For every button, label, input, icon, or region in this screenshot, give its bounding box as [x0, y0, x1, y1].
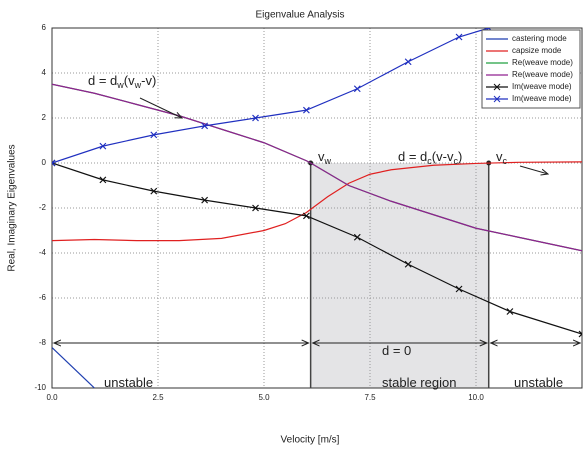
series-line — [52, 83, 582, 252]
marker — [404, 58, 412, 66]
x-tick-label: 2.5 — [152, 393, 164, 402]
annotation-text: stable region — [382, 375, 456, 390]
marker — [150, 131, 158, 139]
annotation-subscript: c — [503, 156, 508, 166]
legend-label: Im(weave mode) — [512, 94, 572, 103]
series-line — [52, 161, 582, 242]
y-tick-label: 4 — [42, 68, 47, 77]
marker — [353, 233, 361, 241]
annotation-subscript: c — [453, 156, 458, 166]
y-tick-label: -10 — [34, 383, 46, 392]
annotation-subscript: c — [427, 156, 432, 166]
annotation-text: (v-v — [432, 149, 454, 164]
annotation-text: -v) — [141, 73, 156, 88]
marker — [353, 85, 361, 93]
pointer — [519, 165, 548, 174]
annotation: d = 0 — [382, 343, 411, 358]
x-tick-label: 7.5 — [364, 393, 376, 402]
legend-marker — [493, 95, 501, 103]
annotation-subscript: w — [134, 80, 142, 90]
annotation: stable region — [382, 375, 456, 390]
legend-marker — [493, 83, 501, 91]
y-tick-label: -8 — [39, 338, 47, 347]
legend-box — [481, 29, 581, 109]
annotation-subscript: w — [116, 80, 124, 90]
pointer — [139, 97, 182, 118]
y-tick-label: 6 — [42, 23, 47, 32]
marker — [506, 308, 514, 315]
series-line — [52, 347, 95, 388]
annotation: unstable — [104, 375, 153, 390]
annotation: vc — [496, 149, 508, 166]
annotation-text: d = 0 — [382, 343, 411, 358]
y-tick-label: 2 — [42, 113, 47, 122]
annotation-text: (v — [124, 73, 135, 88]
y-tick-label: -6 — [39, 293, 47, 302]
chart-title: Eigenvalue Analysis — [256, 10, 345, 21]
marker — [252, 204, 259, 212]
y-tick-label: -2 — [39, 203, 47, 212]
marker — [52, 159, 56, 167]
annotation: d = dc(v-vc) — [398, 149, 462, 166]
legend-label: Re(weave mode) — [512, 70, 573, 79]
annotation-text: ) — [458, 149, 462, 164]
legend-label: capsize mode — [512, 46, 562, 55]
annotation-text: v — [318, 149, 325, 164]
marker — [252, 114, 259, 122]
y-tick-label: -4 — [39, 248, 47, 257]
series-line — [52, 28, 489, 164]
legend-label: Im(weave mode) — [512, 82, 572, 91]
marker — [578, 330, 582, 338]
x-tick-label: 5.0 — [258, 393, 270, 402]
plot-frame — [51, 27, 583, 389]
annotation-text: d = d — [88, 73, 117, 88]
annotation-text: d = d — [398, 149, 427, 164]
annotation: vw — [318, 149, 332, 166]
x-axis-label: Velocity [m/s] — [281, 435, 340, 446]
annotation-subscript: w — [324, 156, 332, 166]
y-axis-label: Real, Imaginary Eigenvalues — [7, 144, 18, 271]
marker — [99, 142, 107, 150]
legend-label: castering mode — [512, 34, 567, 43]
marker — [302, 212, 310, 220]
marker — [150, 187, 158, 195]
marker — [201, 196, 209, 204]
annotation: d = dw(vw-v) — [88, 73, 156, 90]
marker — [302, 106, 310, 114]
annotation: unstable — [514, 375, 563, 390]
marker — [404, 260, 412, 268]
marker — [455, 285, 463, 293]
legend-label: Re(weave mode) — [512, 58, 573, 67]
x-tick-label: 0.0 — [46, 393, 58, 402]
marker — [99, 176, 107, 184]
annotation-text: unstable — [514, 375, 563, 390]
y-tick-label: 0 — [42, 158, 47, 167]
marker — [455, 33, 463, 41]
annotation-text: unstable — [104, 375, 153, 390]
stable-region — [310, 163, 489, 388]
marker — [201, 122, 209, 130]
x-tick-label: 10.0 — [468, 393, 484, 402]
annotation-text: v — [496, 149, 503, 164]
